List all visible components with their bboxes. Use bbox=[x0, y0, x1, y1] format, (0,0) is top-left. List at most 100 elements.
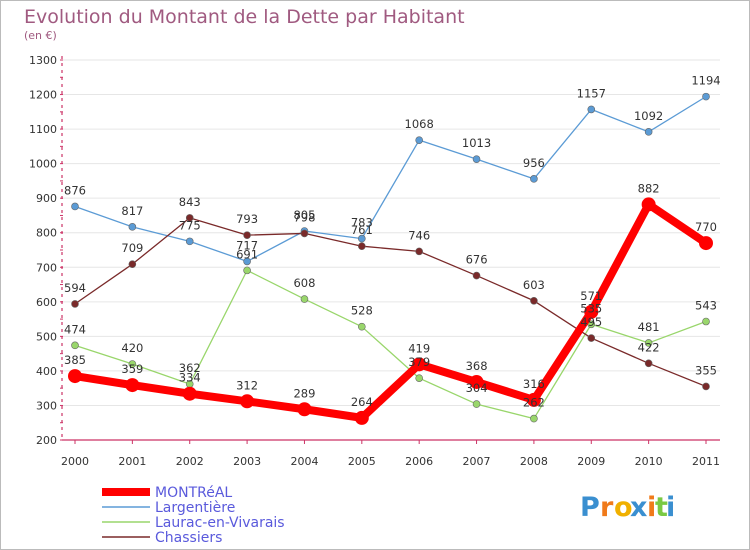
logo-letter: r bbox=[600, 492, 614, 523]
data-label: 691 bbox=[236, 247, 258, 261]
data-point bbox=[128, 223, 137, 231]
data-point bbox=[530, 296, 538, 305]
data-label: 882 bbox=[638, 181, 660, 195]
data-label: 543 bbox=[695, 299, 717, 313]
data-point bbox=[354, 410, 369, 425]
data-point bbox=[358, 242, 366, 250]
legend-label: Laurac-en-Vivarais bbox=[155, 515, 285, 531]
data-point bbox=[243, 231, 251, 239]
data-point bbox=[182, 386, 197, 401]
data-label: 474 bbox=[64, 322, 86, 336]
y-tick-label: 300 bbox=[36, 399, 57, 412]
data-label: 289 bbox=[293, 386, 315, 400]
data-point bbox=[472, 271, 481, 280]
data-point bbox=[472, 155, 481, 163]
x-tick-label: 2001 bbox=[118, 455, 146, 468]
y-tick-label: 1300 bbox=[29, 54, 57, 67]
data-point bbox=[641, 197, 656, 212]
data-point bbox=[526, 392, 541, 407]
data-point bbox=[530, 175, 538, 183]
data-label: 1157 bbox=[577, 86, 606, 100]
data-label: 608 bbox=[293, 276, 315, 290]
series-line bbox=[74, 95, 707, 263]
data-label: 843 bbox=[179, 195, 201, 209]
data-point bbox=[71, 341, 79, 350]
logo-letter: x bbox=[630, 492, 647, 523]
data-labels: 385 359 334 312 289 264 419 368 316 571 882 770 876 8… bbox=[64, 74, 721, 410]
x-tick-label: 2009 bbox=[577, 455, 605, 468]
data-label: 385 bbox=[64, 353, 86, 367]
data-label: 783 bbox=[351, 216, 373, 230]
legend: MONTRéALLargentièreLaurac-en-VivaraisCha… bbox=[102, 485, 285, 546]
legend-label: Largentière bbox=[155, 500, 235, 516]
data-label: 876 bbox=[64, 183, 86, 197]
y-tick-label: 200 bbox=[36, 434, 57, 447]
data-label: 1194 bbox=[691, 74, 720, 88]
series-3 bbox=[71, 214, 710, 391]
data-label: 419 bbox=[408, 341, 430, 355]
x-tick-label: 2006 bbox=[405, 455, 433, 468]
data-label: 495 bbox=[580, 315, 602, 329]
logo-letter: i bbox=[666, 492, 675, 523]
data-label: 793 bbox=[236, 212, 258, 226]
data-point bbox=[587, 105, 596, 114]
data-point bbox=[412, 357, 427, 372]
data-point bbox=[644, 359, 653, 368]
data-point bbox=[415, 136, 423, 144]
data-point bbox=[702, 92, 710, 101]
x-tick-label: 2010 bbox=[635, 455, 663, 468]
data-point bbox=[125, 378, 140, 393]
data-label: 316 bbox=[523, 377, 545, 391]
data-label: 775 bbox=[179, 218, 201, 232]
data-label: 528 bbox=[351, 304, 373, 318]
axes: 200 300 400 500 600 700 800 900 1000 1100 1200 1300… bbox=[29, 54, 720, 468]
y-tick-label: 600 bbox=[36, 296, 57, 309]
data-point bbox=[530, 414, 538, 423]
y-tick-label: 1000 bbox=[29, 158, 57, 171]
data-label: 770 bbox=[695, 220, 717, 234]
data-label: 594 bbox=[64, 281, 86, 295]
data-label: 603 bbox=[523, 278, 545, 292]
logo-letter: i bbox=[647, 492, 656, 523]
x-tick-label: 2004 bbox=[290, 455, 318, 468]
data-label: 761 bbox=[351, 223, 373, 237]
data-point bbox=[358, 322, 366, 331]
data-point bbox=[71, 202, 79, 211]
data-label: 312 bbox=[236, 378, 258, 392]
x-tick-label: 2007 bbox=[463, 455, 491, 468]
data-label: 798 bbox=[293, 210, 315, 224]
data-point bbox=[71, 300, 79, 308]
x-tick-label: 2000 bbox=[61, 455, 89, 468]
logo-letter: o bbox=[614, 492, 633, 523]
data-label: 264 bbox=[351, 395, 373, 409]
x-tick-label: 2005 bbox=[348, 455, 376, 468]
data-label: 571 bbox=[580, 289, 602, 303]
y-tick-label: 800 bbox=[36, 227, 57, 240]
data-point bbox=[243, 257, 251, 266]
data-label: 362 bbox=[179, 361, 201, 375]
x-tick-label: 2008 bbox=[520, 455, 548, 468]
data-label: 359 bbox=[121, 362, 143, 376]
series-line bbox=[74, 269, 707, 420]
series-2 bbox=[71, 266, 710, 423]
data-label: 717 bbox=[236, 238, 258, 252]
y-tick-label: 900 bbox=[36, 192, 57, 205]
y-tick-label: 700 bbox=[36, 261, 57, 274]
data-point bbox=[358, 234, 366, 243]
data-point bbox=[587, 334, 596, 342]
series-0 bbox=[68, 197, 713, 425]
data-point bbox=[472, 400, 481, 408]
data-point bbox=[415, 374, 423, 382]
y-tick-label: 400 bbox=[36, 365, 57, 378]
series-line bbox=[74, 217, 707, 388]
data-label: 334 bbox=[179, 371, 201, 385]
x-tick-label: 2003 bbox=[233, 455, 261, 468]
data-label: 1092 bbox=[634, 109, 663, 123]
data-label: 805 bbox=[293, 208, 315, 222]
logo-letter: t bbox=[655, 492, 668, 523]
data-label: 746 bbox=[408, 228, 430, 242]
data-label: 355 bbox=[695, 363, 717, 377]
